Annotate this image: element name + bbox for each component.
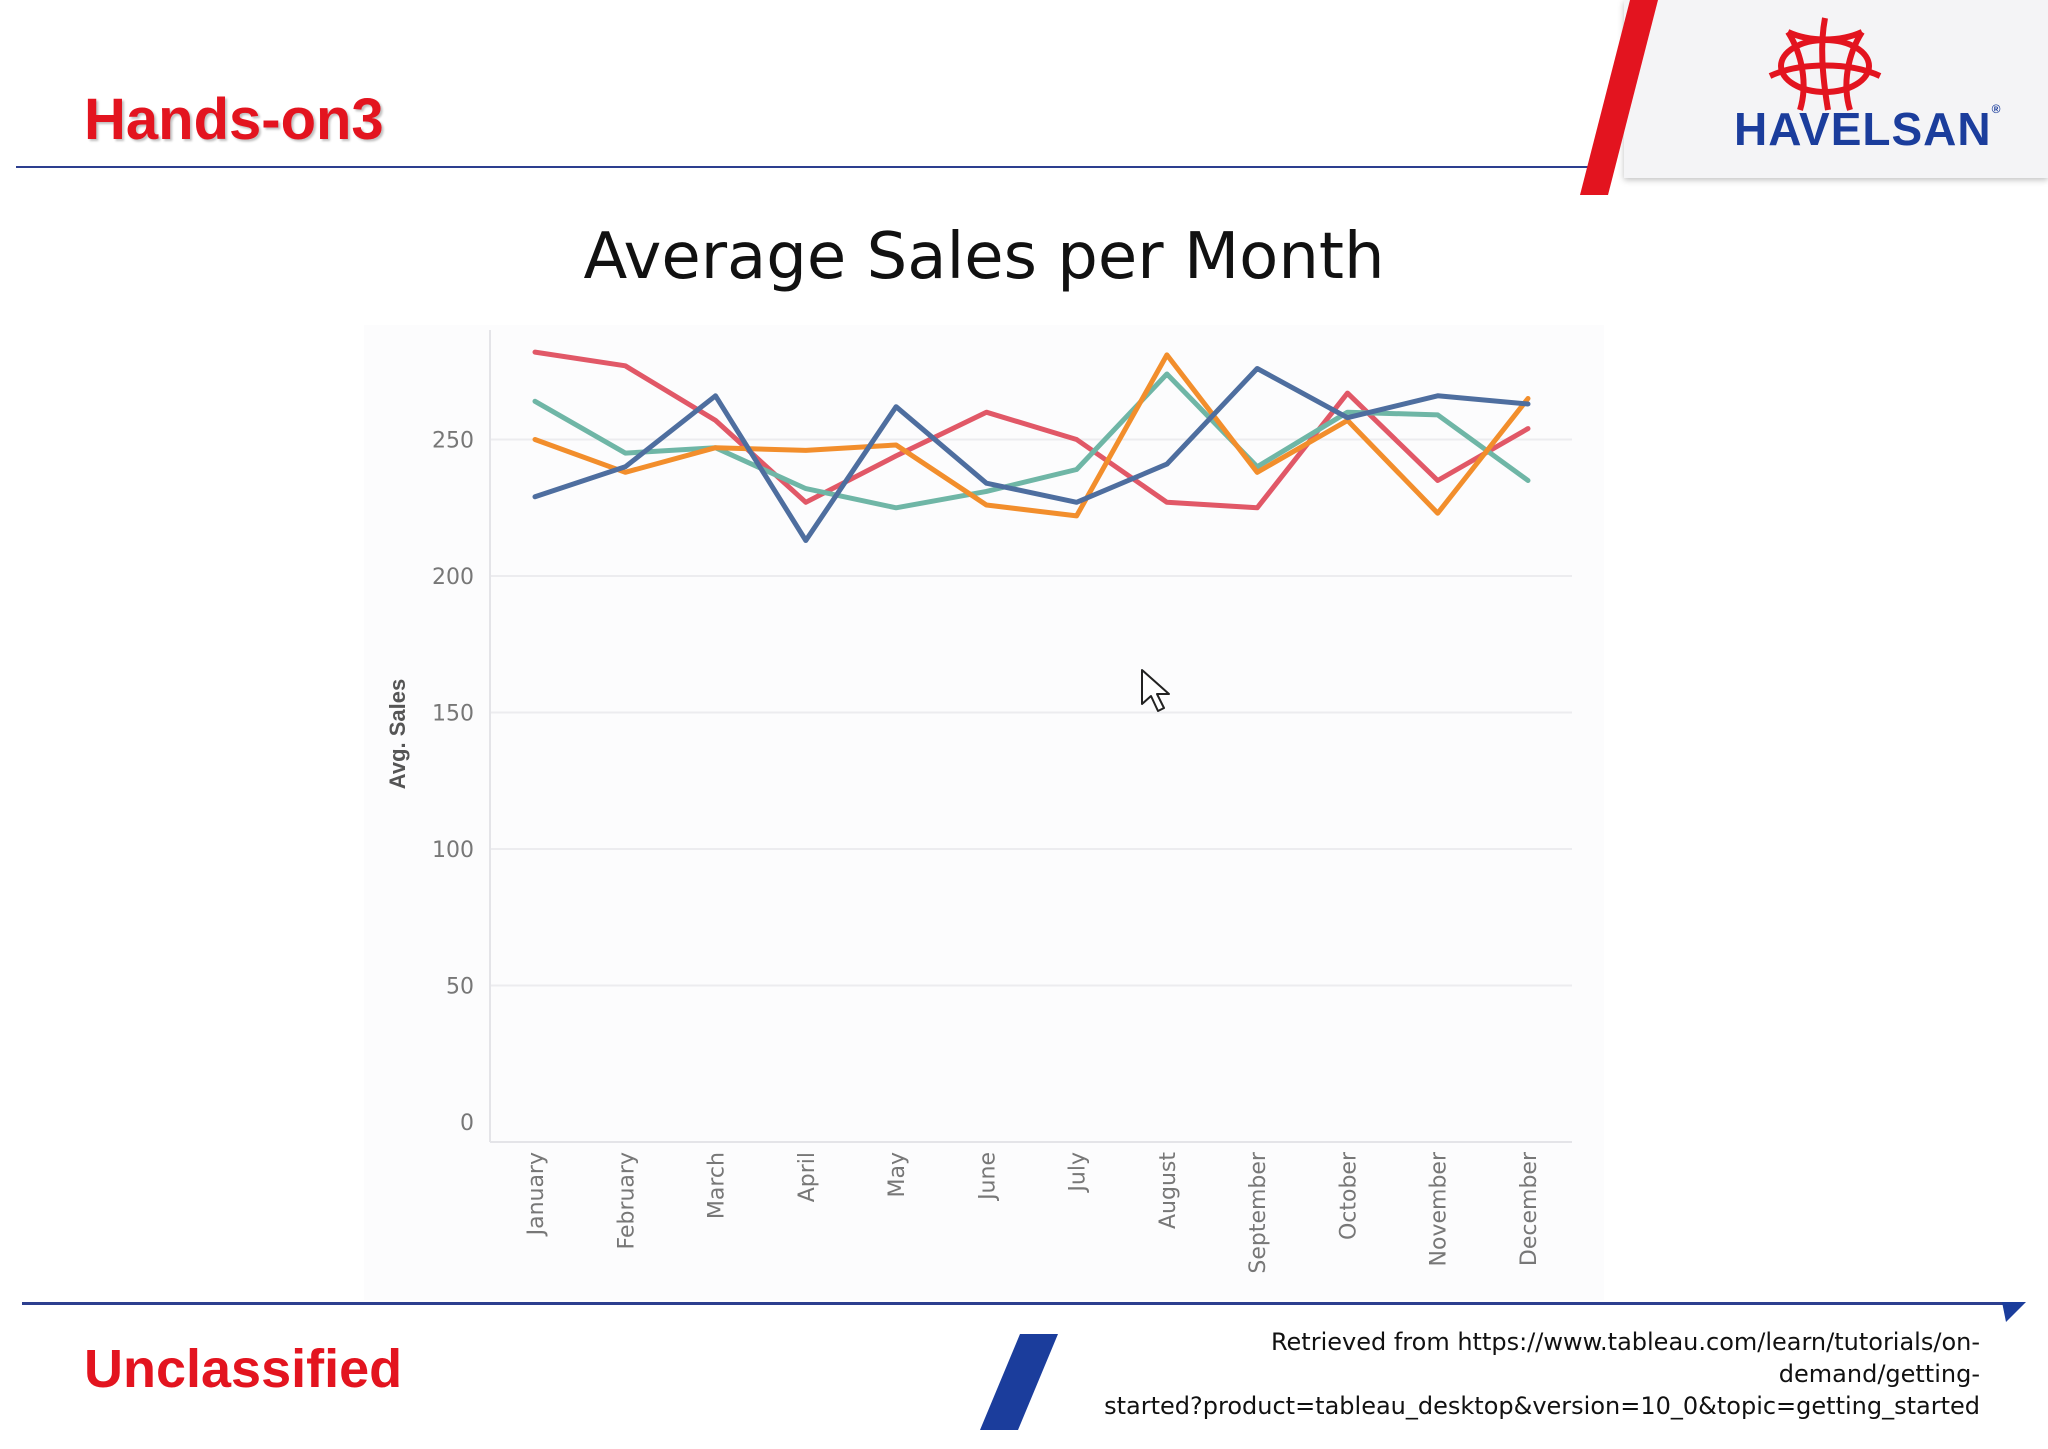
x-tick-label: October	[1336, 1151, 1361, 1240]
source-line-1: Retrieved from https://www.tableau.com/l…	[1270, 1328, 1980, 1356]
footer-blue-slash	[980, 1334, 1058, 1430]
y-tick-label: 50	[446, 975, 474, 1000]
series-lines	[532, 349, 1531, 543]
y-tick-label: 250	[432, 429, 474, 454]
series-line-1	[532, 349, 1531, 511]
y-tick-label: 0	[460, 1111, 474, 1136]
logo-registered-mark: ®	[1991, 102, 2002, 116]
x-tick-label: July	[1066, 1152, 1091, 1194]
x-tick-label: November	[1427, 1151, 1452, 1266]
x-tick-label: August	[1156, 1152, 1181, 1229]
x-tick-label: April	[795, 1152, 820, 1202]
logo-wordmark: HAVELSAN®	[1734, 102, 2001, 156]
grid-lines	[489, 330, 1572, 1143]
y-axis-label: Avg. Sales	[385, 679, 410, 789]
x-tick-label: March	[705, 1152, 730, 1219]
series-line-3	[532, 352, 1531, 519]
mouse-pointer-icon	[1141, 669, 1170, 712]
source-line-2: demand/getting-	[1778, 1360, 1980, 1388]
x-tick-label: December	[1517, 1151, 1542, 1266]
slide-title: Hands-on3	[84, 87, 384, 152]
y-tick-label: 200	[432, 565, 474, 590]
source-citation: Retrieved from https://www.tableau.com/l…	[1040, 1326, 1980, 1422]
chart-title: Average Sales per Month	[583, 220, 1385, 294]
x-tick-label: May	[885, 1152, 910, 1197]
series-line-4	[532, 366, 1531, 543]
footer-divider	[22, 1302, 2012, 1305]
series-line-2	[532, 371, 1531, 511]
source-line-3: started?product=tableau_desktop&version=…	[1104, 1392, 1980, 1420]
classification-label: Unclassified	[84, 1339, 403, 1399]
y-tick-label: 150	[432, 702, 474, 727]
logo-text: HAVELSAN	[1734, 103, 1992, 155]
header-divider	[16, 166, 1606, 168]
x-tick-label: January	[524, 1152, 549, 1237]
y-tick-label: 100	[432, 838, 474, 863]
x-tick-label: February	[614, 1152, 639, 1250]
y-axis-ticks: 0 50 100 150 200 250	[432, 429, 474, 1137]
x-tick-label: September	[1246, 1151, 1271, 1274]
x-axis-ticks: January February March April May June July Augu…	[524, 1151, 1542, 1274]
logo-red-slash	[1580, 0, 1658, 195]
x-tick-label: June	[975, 1152, 1000, 1202]
footer-corner-mark	[2002, 1302, 2026, 1322]
havelsan-star-icon	[1768, 17, 1882, 111]
